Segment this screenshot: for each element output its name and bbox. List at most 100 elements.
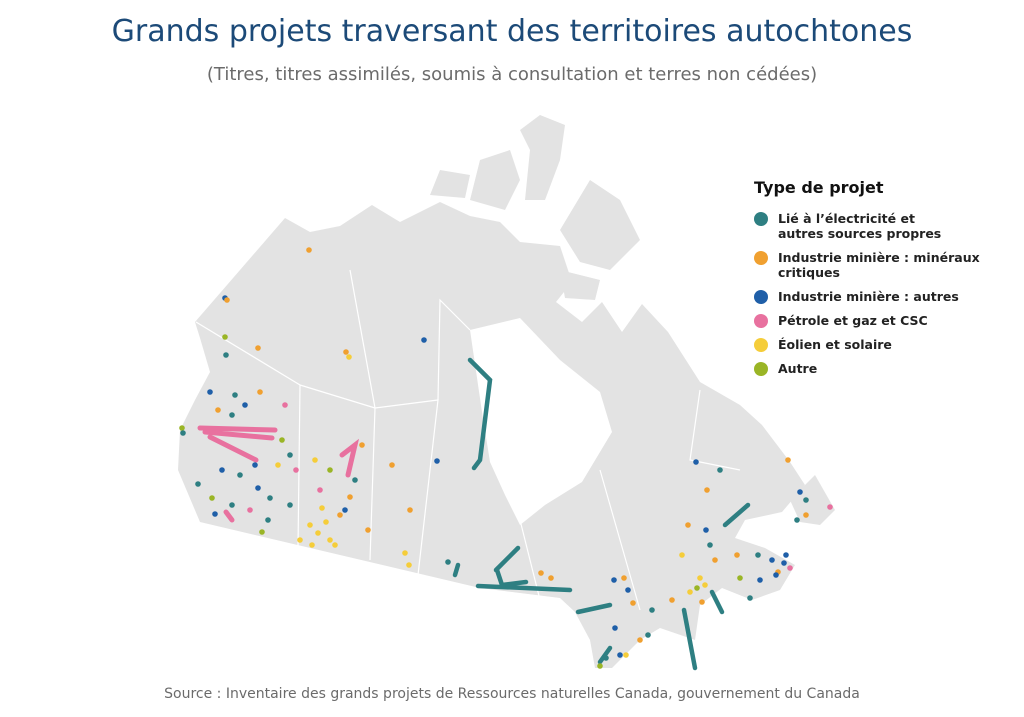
project-point <box>794 517 800 523</box>
project-line <box>722 502 751 528</box>
project-point <box>787 565 793 571</box>
project-point <box>242 402 248 408</box>
project-point <box>612 625 618 631</box>
project-point <box>781 560 787 566</box>
islands <box>430 115 640 300</box>
project-point <box>434 458 440 464</box>
project-point <box>237 472 243 478</box>
legend-label: Industrie minière : autres <box>778 289 959 304</box>
project-point <box>247 507 253 513</box>
project-point <box>402 550 408 556</box>
legend-item: Éolien et solaire <box>754 337 1022 352</box>
project-point <box>309 542 315 548</box>
project-point <box>697 575 703 581</box>
project-line <box>452 562 461 578</box>
project-point <box>637 637 643 643</box>
legend-label: Lié à l’électricité et autres sources pr… <box>778 211 942 241</box>
project-point <box>757 577 763 583</box>
legend-swatch <box>754 290 768 304</box>
project-line <box>197 425 278 433</box>
project-point <box>421 337 427 343</box>
project-line <box>202 429 275 441</box>
project-point <box>406 562 412 568</box>
legend-swatch <box>754 362 768 376</box>
project-line <box>223 509 235 523</box>
project-point <box>332 542 338 548</box>
project-point <box>346 354 352 360</box>
project-point <box>229 502 235 508</box>
project-line <box>681 607 698 671</box>
legend-swatch <box>754 314 768 328</box>
project-line <box>207 434 259 463</box>
project-point <box>649 607 655 613</box>
project-point <box>282 402 288 408</box>
project-point <box>312 457 318 463</box>
project-point <box>215 407 221 413</box>
project-point <box>645 632 651 638</box>
province-borders <box>195 269 741 611</box>
project-line <box>597 645 613 665</box>
legend-label: Autre <box>778 361 818 376</box>
project-point <box>219 467 225 473</box>
project-point <box>803 497 809 503</box>
legend-items: Lié à l’électricité et autres sources pr… <box>754 211 1022 376</box>
project-point <box>704 487 710 493</box>
project-line <box>494 567 529 588</box>
legend-swatch <box>754 338 768 352</box>
legend-label: Éolien et solaire <box>778 337 892 352</box>
project-point <box>267 495 273 501</box>
hudson-bay <box>470 318 612 525</box>
legend-item: Pétrole et gaz et CSC <box>754 313 1022 328</box>
legend-item: Autre <box>754 361 1022 376</box>
project-point <box>694 585 700 591</box>
project-point <box>679 552 685 558</box>
project-point <box>275 462 281 468</box>
project-point <box>209 495 215 501</box>
legend-item: Industrie minière : minéraux critiques <box>754 250 1022 280</box>
project-point <box>222 334 228 340</box>
project-point <box>180 430 186 436</box>
project-point <box>625 587 631 593</box>
project-point <box>287 502 293 508</box>
project-point <box>352 477 358 483</box>
project-line <box>575 602 613 615</box>
legend-swatch <box>754 251 768 265</box>
project-point <box>603 655 609 661</box>
project-point <box>803 512 809 518</box>
project-point <box>229 412 235 418</box>
newfoundland <box>790 475 835 525</box>
project-point <box>707 542 713 548</box>
project-point <box>317 487 323 493</box>
legend-item: Industrie minière : autres <box>754 289 1022 304</box>
project-point <box>365 527 371 533</box>
project-point <box>717 467 723 473</box>
project-point <box>703 527 709 533</box>
project-point <box>617 652 623 658</box>
project-point <box>297 537 303 543</box>
subtitle: (Titres, titres assimilés, soumis à cons… <box>206 64 818 85</box>
project-point <box>621 575 627 581</box>
project-point <box>445 559 451 565</box>
project-point <box>827 504 833 510</box>
project-point <box>712 557 718 563</box>
project-line <box>493 545 521 573</box>
project-line <box>475 583 573 593</box>
project-point <box>359 442 365 448</box>
project-point <box>342 507 348 513</box>
project-point <box>257 389 263 395</box>
project-point <box>685 522 691 528</box>
legend: Type de projet Lié à l’électricité et au… <box>754 178 1022 385</box>
project-point <box>747 595 753 601</box>
project-point <box>389 462 395 468</box>
project-point <box>630 600 636 606</box>
project-point <box>343 349 349 355</box>
legend-title: Type de projet <box>754 178 884 197</box>
project-point <box>773 572 779 578</box>
legend-swatch <box>754 212 768 226</box>
project-point <box>693 459 699 465</box>
project-point <box>232 392 238 398</box>
border <box>349 269 471 409</box>
project-point <box>669 597 675 603</box>
project-point <box>687 589 693 595</box>
project-point <box>327 537 333 543</box>
